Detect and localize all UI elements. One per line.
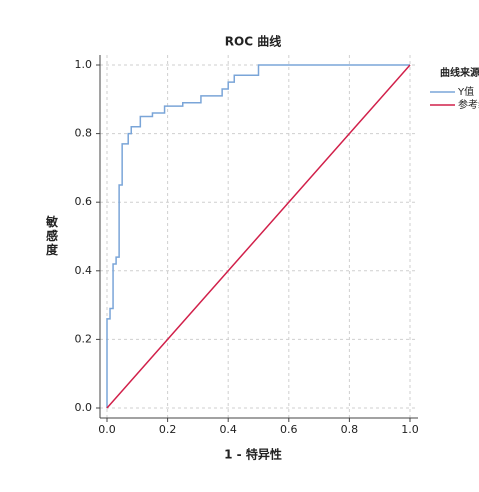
x-tick-label: 0.8 — [341, 423, 359, 436]
y-tick-label: 0.2 — [75, 332, 93, 345]
x-tick-label: 0.0 — [98, 423, 116, 436]
y-tick-label: 0.4 — [75, 264, 93, 277]
y-tick-label: 0.8 — [75, 127, 93, 140]
legend-label: 参考线 — [458, 98, 479, 111]
legend-label: Y值 — [457, 85, 474, 98]
x-tick-label: 0.4 — [219, 423, 237, 436]
chart-title: ROC 曲线 — [225, 34, 281, 49]
y-axis-label: 敏感度 — [45, 214, 59, 257]
y-tick-label: 1.0 — [75, 58, 93, 71]
series-line — [106, 64, 410, 408]
series-line — [106, 64, 411, 409]
x-tick-label: 0.6 — [280, 423, 298, 436]
y-tick-label: 0.0 — [75, 401, 93, 414]
x-axis-label: 1 - 特异性 — [224, 447, 282, 462]
legend-title: 曲线来源 — [440, 66, 479, 79]
x-tick-label: 0.2 — [159, 423, 177, 436]
x-tick-label: 1.0 — [401, 423, 419, 436]
y-tick-label: 0.6 — [75, 195, 93, 208]
